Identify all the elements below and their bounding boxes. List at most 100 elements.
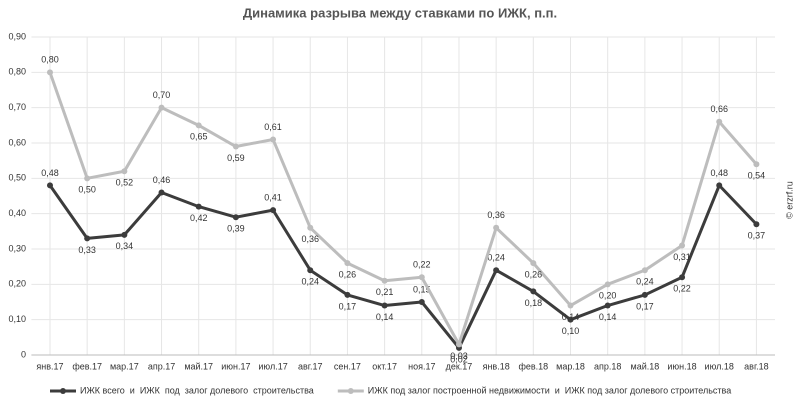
data-label: 0,61 [264, 122, 282, 132]
point [307, 267, 314, 274]
data-label: 0,24 [301, 277, 319, 287]
data-label: 0,48 [41, 168, 59, 178]
point [121, 168, 128, 175]
point [753, 161, 760, 168]
watermark: © erzrf.ru [784, 181, 794, 219]
point [455, 341, 462, 348]
x-tick-label: янв.18 [483, 361, 510, 371]
point [493, 267, 500, 274]
point [641, 267, 648, 274]
y-tick-label: 0,60 [8, 137, 26, 147]
point [46, 182, 53, 189]
point [530, 288, 537, 295]
data-label: 0,59 [227, 153, 245, 163]
y-tick-label: 0,30 [8, 243, 26, 253]
data-label: 0,42 [190, 213, 208, 223]
x-tick-label: апр.17 [148, 361, 175, 371]
point [46, 69, 53, 76]
point [344, 260, 351, 267]
x-tick-label: фев.18 [518, 361, 548, 371]
data-label: 0,15 [413, 284, 431, 294]
y-tick-label: 0,20 [8, 279, 26, 289]
data-label: 0,65 [190, 132, 208, 142]
point [158, 104, 165, 111]
x-tick-label: май.17 [184, 361, 213, 371]
x-tick-label: июн.18 [667, 361, 696, 371]
legend-marker [60, 388, 66, 394]
point [679, 274, 686, 281]
x-tick-label: ноя.17 [408, 361, 435, 371]
data-label: 0,14 [562, 312, 580, 322]
x-tick-label: июл.18 [705, 361, 734, 371]
data-label: 0,24 [487, 253, 505, 263]
data-label: 0,14 [599, 312, 617, 322]
data-label: 0,39 [227, 224, 245, 234]
data-label: 0,26 [525, 270, 543, 280]
x-tick-label: авг.18 [744, 361, 768, 371]
point [232, 143, 239, 150]
x-tick-label: мар.17 [110, 361, 139, 371]
data-label: 0,22 [413, 260, 431, 270]
legend-label: ИЖК под залог построенной недвижимости и… [368, 385, 731, 395]
data-label: 0,48 [710, 168, 728, 178]
point [604, 302, 611, 309]
data-label: 0,46 [153, 175, 171, 185]
data-label: 0,14 [376, 312, 394, 322]
point [232, 214, 239, 221]
series-line [48, 71, 758, 346]
x-tick-label: май.18 [631, 361, 660, 371]
x-tick-label: июн.17 [221, 361, 250, 371]
data-label: 0,21 [376, 287, 394, 297]
x-tick-label: июл.17 [258, 361, 287, 371]
y-tick-label: 0,80 [8, 67, 26, 77]
x-tick-label: мар.18 [556, 361, 585, 371]
data-label: 0,22 [673, 284, 691, 294]
data-label: 0,02 [450, 354, 468, 364]
point [381, 302, 388, 309]
y-tick-label: 0,10 [8, 314, 26, 324]
point [195, 203, 202, 210]
point [344, 291, 351, 298]
data-label: 0,24 [636, 277, 654, 287]
legend-label: ИЖК всего и ИЖК под залог долевого строи… [80, 385, 314, 395]
data-label: 0,50 [78, 185, 96, 195]
point [679, 242, 686, 249]
chart-title: Динамика разрыва между ставками по ИЖК, … [243, 5, 557, 20]
data-label: 0,52 [116, 178, 134, 188]
point [270, 207, 277, 214]
y-tick-label: 0,90 [8, 31, 26, 41]
data-label: 0,34 [116, 241, 134, 251]
point [716, 182, 723, 189]
point [753, 221, 760, 228]
legend-marker [347, 388, 354, 394]
data-label: 0,36 [487, 210, 505, 220]
x-tick-label: сен.17 [334, 361, 361, 371]
point [716, 118, 723, 125]
data-label: 0,31 [673, 252, 691, 262]
point [567, 316, 574, 323]
x-tick-label: окт.17 [372, 361, 397, 371]
point [121, 231, 128, 238]
data-label: 0,20 [599, 291, 617, 301]
point [418, 299, 425, 305]
data-label: 0,10 [562, 326, 580, 336]
data-label: 0,36 [301, 234, 319, 244]
data-label: 0,18 [525, 298, 543, 308]
point [418, 274, 425, 281]
data-label: 0,54 [748, 171, 766, 181]
y-tick-label: 0,70 [8, 102, 26, 112]
point [195, 122, 202, 129]
data-label: 0,03 [450, 351, 468, 361]
x-tick-label: фев.17 [72, 361, 102, 371]
data-label: 0,17 [636, 301, 654, 311]
data-label: 0,26 [339, 270, 357, 280]
data-label: 0,70 [153, 90, 171, 100]
point [567, 302, 574, 309]
point [641, 291, 648, 298]
y-tick-label: 0 [21, 349, 26, 359]
data-label: 0,17 [339, 301, 357, 311]
data-label: 0,66 [710, 104, 728, 114]
x-tick-label: апр.18 [594, 361, 621, 371]
